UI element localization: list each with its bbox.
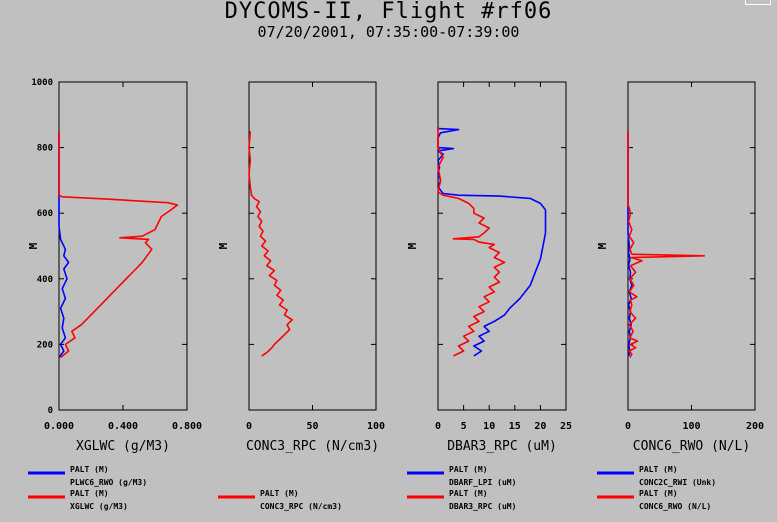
legend-label-line1: PALT (M) [449,489,488,498]
series-line-conc6_rwo [627,131,706,358]
x-axis-label: CONC6_RWO (N/L) [633,439,750,454]
x-tick-label: 0.800 [172,421,202,432]
plot-frame [248,81,377,411]
legend-label-line2: XGLWC (g/M3) [70,502,128,511]
legend-label-line2: DBAR3_RPC (uM) [449,502,516,511]
x-tick-label: 10 [483,421,495,432]
y-tick-label: 600 [37,209,53,219]
legend-label-line2: CONC2C_RWI (Unk) [639,478,716,487]
x-tick-label: 200 [746,421,764,432]
series-line-xglwc [58,131,179,359]
plot-frame [627,81,756,411]
y-axis-label: M [406,242,419,249]
legend-label-line1: PALT (M) [639,465,678,474]
x-tick-label: 100 [367,421,385,432]
chart-panel-2 [218,81,377,499]
plot-frame [437,81,567,411]
x-tick-label: 20 [534,421,546,432]
x-axis-label: CONC3_RPC (N/cm3) [246,439,379,454]
legend-label-line1: PALT (M) [449,465,488,474]
plot-frame [58,81,188,411]
x-tick-label: 50 [306,421,318,432]
y-tick-label: 1000 [31,78,53,88]
series-line-dbar3_rpc [437,127,506,357]
x-tick-label: 0.400 [108,421,138,432]
legend-label-line1: PALT (M) [260,489,299,498]
window-corner-mark [745,0,771,5]
x-tick-label: 0.000 [44,421,74,432]
x-tick-label: 15 [509,421,521,432]
y-axis-label: M [27,242,40,249]
y-axis-label: M [217,242,230,249]
chart-subtitle: 07/20/2001, 07:35:00-07:39:00 [257,23,520,41]
chart-panel-4 [597,81,756,499]
legend-label-line1: PALT (M) [70,489,109,498]
x-axis-label: DBAR3_RPC (uM) [447,439,557,454]
series-line-plwc6_rwo [58,131,70,358]
x-tick-label: 5 [461,421,467,432]
x-tick-label: 0 [625,421,631,432]
legend-label-line2: PLWC6_RWO (g/M3) [70,478,147,487]
x-tick-label: 0 [246,421,252,432]
legend-label-line2: CONC6_RWO (N/L) [639,502,711,511]
legend-label-line1: PALT (M) [70,465,109,474]
x-tick-label: 25 [560,421,572,432]
legend-label-line1: PALT (M) [639,489,678,498]
legend-label-line2: CONC3_RPC (N/cm3) [260,502,342,511]
y-tick-label: 800 [37,144,53,154]
x-axis-label: XGLWC (g/M3) [76,439,170,454]
y-tick-label: 400 [37,275,53,285]
chart-panel-3 [407,81,567,499]
x-tick-label: 0 [435,421,441,432]
chart-panel-1 [28,81,188,499]
series-line-dbarf_lpi [437,127,547,357]
series-line-conc3_rpc [248,131,294,357]
x-tick-label: 100 [682,421,700,432]
y-tick-label: 200 [37,340,53,350]
y-tick-label: 0 [48,406,53,416]
y-axis-label: M [596,242,609,249]
legend-label-line2: DBARF_LPI (uM) [449,478,516,487]
chart-title: DYCOMS-II, Flight #rf06 [224,0,553,24]
